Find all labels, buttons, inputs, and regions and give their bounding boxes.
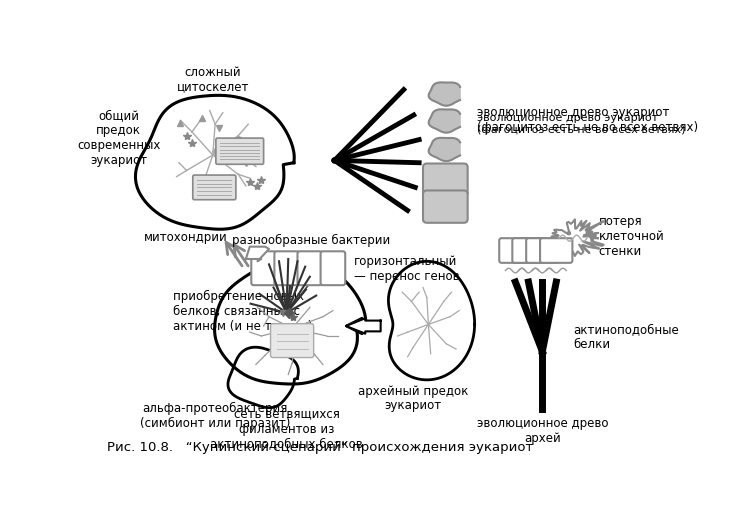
FancyBboxPatch shape	[216, 138, 264, 164]
FancyBboxPatch shape	[423, 191, 468, 223]
Text: Рис. 10.8.   “Кунинский сценарий” происхождения эукариот: Рис. 10.8. “Кунинский сценарий” происхож…	[107, 442, 533, 455]
FancyBboxPatch shape	[526, 238, 559, 263]
Text: общий
предок
современных
эукариот: общий предок современных эукариот	[77, 109, 161, 167]
Text: сеть ветвящихся
филаментов из
актиноподобных белков: сеть ветвящихся филаментов из актиноподо…	[210, 408, 363, 450]
Polygon shape	[429, 138, 460, 161]
FancyBboxPatch shape	[270, 324, 314, 358]
Polygon shape	[429, 110, 460, 133]
FancyBboxPatch shape	[252, 251, 276, 285]
FancyBboxPatch shape	[321, 251, 345, 285]
Text: приобретение новых
белков, связанных с
актином (и не только): приобретение новых белков, связанных с а…	[173, 290, 312, 333]
Polygon shape	[228, 347, 298, 408]
FancyBboxPatch shape	[499, 238, 532, 263]
FancyBboxPatch shape	[540, 238, 572, 263]
FancyBboxPatch shape	[274, 251, 299, 285]
Text: актиноподобные
белки: актиноподобные белки	[573, 323, 679, 351]
Polygon shape	[388, 262, 475, 380]
Text: сложный
цитоскелет: сложный цитоскелет	[176, 66, 249, 94]
Text: архейный предок
эукариот: архейный предок эукариот	[357, 385, 468, 412]
Text: митохондрии: митохондрии	[143, 231, 228, 243]
FancyBboxPatch shape	[512, 238, 544, 263]
Text: разнообразные бактерии: разнообразные бактерии	[232, 233, 391, 247]
FancyBboxPatch shape	[423, 163, 468, 196]
Polygon shape	[429, 82, 460, 105]
Polygon shape	[215, 262, 366, 384]
Polygon shape	[346, 318, 381, 334]
Text: горизонтальный
— перенос генов: горизонтальный — перенос генов	[354, 255, 460, 283]
FancyBboxPatch shape	[193, 175, 236, 200]
Polygon shape	[543, 219, 604, 258]
Text: эволюционное древо эукариот
(фагоцитоз есть не во всех ветвях): эволюционное древо эукариот (фагоцитоз е…	[477, 106, 698, 134]
Polygon shape	[135, 96, 294, 229]
Text: потеря
клеточной
стенки: потеря клеточной стенки	[599, 215, 665, 258]
Text: альфа-протеобактерия
(симбионт или паразит): альфа-протеобактерия (симбионт или параз…	[140, 401, 291, 430]
Text: эволюционное древо
архей: эволюционное древо архей	[477, 417, 608, 445]
FancyBboxPatch shape	[297, 251, 322, 285]
Polygon shape	[246, 247, 269, 262]
Text: эволюционное древо эукариот
(фагоцитоз есть не во всех ветвях): эволюционное древо эукариот (фагоцитоз е…	[477, 113, 686, 135]
